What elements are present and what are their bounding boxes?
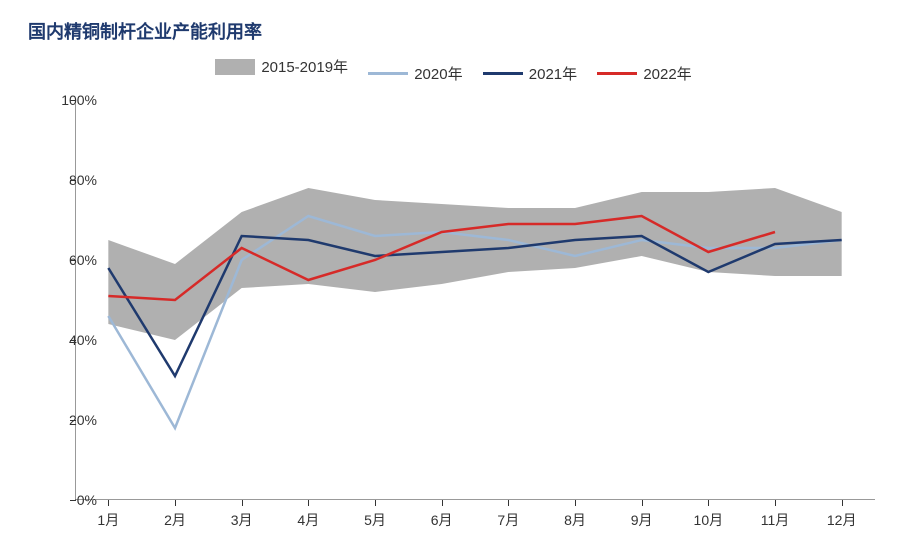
y-tick-mark: [70, 420, 76, 421]
x-tick-mark: [775, 500, 776, 506]
x-tick-mark: [442, 500, 443, 506]
legend-line-2022: [597, 72, 637, 75]
y-tick-mark: [70, 500, 76, 501]
x-tick-mark: [308, 500, 309, 506]
legend-label-band: 2015-2019年: [261, 56, 348, 77]
x-tick-label: 6月: [431, 510, 453, 530]
x-tick-label: 10月: [694, 510, 724, 530]
legend-label-2021: 2021年: [529, 63, 577, 84]
x-tick-label: 8月: [564, 510, 586, 530]
y-tick-mark: [70, 340, 76, 341]
chart-svg: [75, 100, 875, 500]
legend-line-2020: [368, 72, 408, 75]
x-tick-label: 2月: [164, 510, 186, 530]
chart-title: 国内精铜制杆企业产能利用率: [28, 18, 262, 44]
x-tick-mark: [175, 500, 176, 506]
x-tick-mark: [508, 500, 509, 506]
legend-item-2021: 2021年: [483, 63, 577, 84]
x-tick-mark: [242, 500, 243, 506]
y-tick-label: 100%: [61, 92, 97, 108]
plot-area: [75, 100, 875, 500]
y-tick-mark: [70, 100, 76, 101]
x-tick-label: 11月: [761, 510, 790, 530]
x-tick-mark: [842, 500, 843, 506]
x-tick-mark: [642, 500, 643, 506]
x-tick-mark: [375, 500, 376, 506]
x-tick-mark: [708, 500, 709, 506]
legend-item-band: 2015-2019年: [215, 56, 348, 77]
x-tick-label: 1月: [97, 510, 119, 530]
legend-label-2020: 2020年: [414, 63, 462, 84]
x-tick-mark: [575, 500, 576, 506]
y-tick-label: 0%: [77, 492, 97, 508]
legend: 2015-2019年 2020年 2021年 2022年: [0, 56, 907, 84]
legend-swatch-band: [215, 59, 255, 75]
legend-item-2022: 2022年: [597, 63, 691, 84]
y-tick-mark: [70, 260, 76, 261]
legend-line-2021: [483, 72, 523, 75]
x-tick-label: 12月: [827, 510, 857, 530]
x-tick-label: 9月: [631, 510, 653, 530]
x-tick-label: 4月: [297, 510, 319, 530]
legend-item-2020: 2020年: [368, 63, 462, 84]
y-tick-mark: [70, 180, 76, 181]
x-tick-mark: [108, 500, 109, 506]
x-tick-label: 3月: [231, 510, 253, 530]
legend-label-2022: 2022年: [643, 63, 691, 84]
x-tick-label: 5月: [364, 510, 386, 530]
x-tick-label: 7月: [497, 510, 519, 530]
